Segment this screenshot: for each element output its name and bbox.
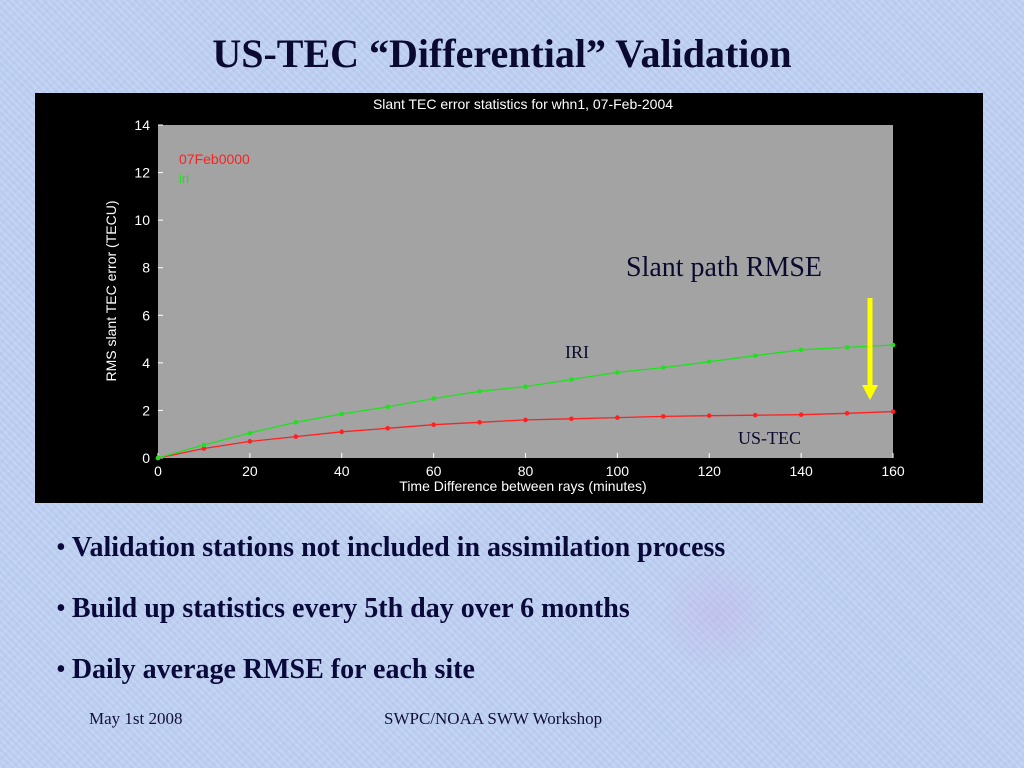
data-point-us-tec [890, 409, 896, 414]
y-tick-label: 12 [134, 165, 150, 181]
data-point-us-tec [661, 414, 666, 419]
x-tick-label: 40 [334, 463, 350, 479]
annotation-us-tec: US-TEC [738, 428, 801, 448]
chart-title: Slant TEC error statistics for whn1, 07-… [373, 96, 673, 112]
data-point-iri [615, 370, 620, 375]
plot-area [158, 125, 893, 458]
data-point-iri [661, 365, 666, 370]
data-point-us-tec [477, 420, 482, 425]
footer-event: SWPC/NOAA SWW Workshop [384, 709, 603, 728]
bullet-dot-icon: • [56, 654, 66, 685]
line-chart: Slant TEC error statistics for whn1, 07-… [103, 96, 905, 494]
data-point-iri [431, 396, 436, 401]
data-point-us-tec [844, 410, 850, 416]
data-point-iri [890, 342, 896, 348]
legend-entry-1: iri [179, 171, 189, 186]
data-point-us-tec [201, 446, 207, 451]
data-point-iri [155, 455, 161, 461]
data-point-iri [798, 347, 804, 353]
bullet-item: • Build up statistics every 5th day over … [56, 593, 725, 625]
y-tick-label: 0 [142, 450, 150, 466]
bullet-dot-icon: • [56, 532, 66, 563]
bullet-text: Build up statistics every 5th day over 6… [71, 593, 630, 624]
data-point-us-tec [431, 422, 436, 428]
legend-entry-0: 07Feb0000 [179, 151, 250, 167]
bullet-text: Daily average RMSE for each site [71, 654, 475, 685]
data-point-us-tec [752, 412, 758, 418]
data-point-iri [706, 359, 712, 364]
y-tick-label: 4 [142, 355, 150, 371]
chart-panel: Slant TEC error statistics for whn1, 07-… [35, 93, 983, 503]
data-point-us-tec [293, 434, 299, 439]
slide-title: US-TEC “Differential” Validation [212, 31, 792, 76]
data-point-us-tec [385, 425, 390, 431]
x-tick-label: 80 [518, 463, 534, 479]
y-tick-label: 8 [142, 260, 150, 276]
x-tick-label: 120 [698, 463, 722, 479]
data-point-iri [569, 377, 574, 382]
bullet-text: Validation stations not included in assi… [71, 532, 726, 563]
data-point-iri [477, 389, 482, 394]
y-tick-label: 10 [134, 212, 150, 228]
x-tick-label: 20 [242, 463, 258, 479]
annotation-iri: IRI [565, 342, 589, 362]
data-point-iri [844, 345, 850, 350]
x-tick-label: 100 [606, 463, 630, 479]
data-point-iri [385, 404, 390, 410]
x-tick-label: 160 [881, 463, 905, 479]
data-point-iri [523, 384, 528, 389]
data-point-us-tec [706, 413, 712, 418]
data-point-us-tec [615, 415, 620, 420]
data-point-us-tec [339, 429, 345, 435]
bullet-list: • Validation stations not included in ass… [56, 532, 725, 715]
x-tick-label: 0 [154, 463, 162, 479]
data-point-iri [247, 430, 253, 436]
data-point-iri [752, 353, 758, 359]
x-tick-label: 140 [789, 463, 813, 479]
y-tick-label: 14 [134, 117, 150, 133]
y-tick-label: 2 [142, 402, 150, 418]
arrow-head-icon [862, 385, 878, 400]
data-point-us-tec [523, 417, 528, 423]
bullet-item: • Validation stations not included in ass… [56, 532, 725, 564]
data-point-iri [201, 442, 207, 448]
x-axis-label: Time Difference between rays (minutes) [399, 478, 646, 494]
footer-date: May 1st 2008 [89, 709, 183, 728]
data-point-us-tec [247, 439, 253, 444]
annotation-slant-path-rmse: Slant path RMSE [626, 252, 822, 283]
data-point-us-tec [798, 412, 804, 418]
data-point-iri [339, 411, 345, 417]
data-point-us-tec [569, 416, 574, 422]
data-point-iri [293, 420, 299, 425]
y-tick-label: 6 [142, 307, 150, 323]
bullet-item: • Daily average RMSE for each site [56, 654, 725, 686]
y-axis-label: RMS slant TEC error (TECU) [103, 201, 119, 382]
bullet-dot-icon: • [56, 593, 66, 624]
x-tick-label: 60 [426, 463, 442, 479]
